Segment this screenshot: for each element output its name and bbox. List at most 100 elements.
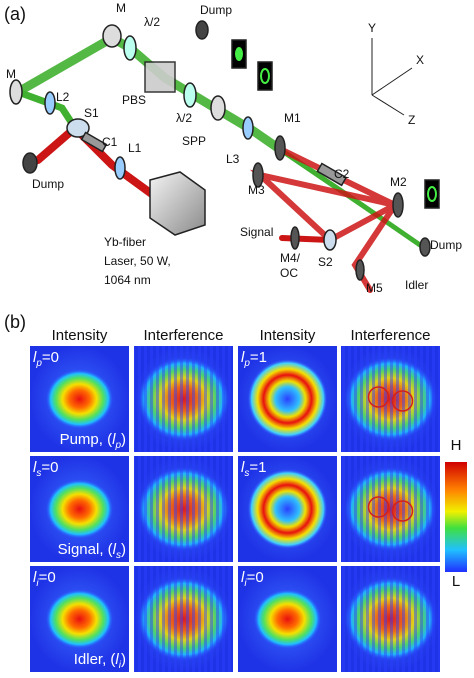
mode-label: ls=1 bbox=[241, 459, 266, 479]
dump bbox=[195, 20, 209, 40]
fringes bbox=[341, 346, 440, 452]
mode-subscript: i bbox=[36, 578, 39, 589]
pbs bbox=[144, 61, 176, 93]
column-header: Interference bbox=[350, 327, 430, 344]
laser-label: 1064 nm bbox=[104, 273, 151, 287]
beam-profile bbox=[257, 61, 273, 91]
component-label: M3 bbox=[248, 183, 265, 197]
component-label: C1 bbox=[102, 135, 118, 149]
mode-label: li=0 bbox=[33, 569, 56, 589]
mode-value: =0 bbox=[39, 569, 56, 586]
component-label: M1 bbox=[284, 111, 301, 125]
fringe-stripes bbox=[341, 456, 440, 562]
panel-b: (b) H L Intensity Interference Intensity In… bbox=[4, 312, 467, 672]
crystal bbox=[80, 131, 108, 153]
mirror bbox=[290, 226, 300, 250]
component-label: M5 bbox=[366, 281, 383, 295]
row-close: ) bbox=[121, 651, 126, 668]
fringe-stripes bbox=[341, 346, 440, 452]
component-label: L1 bbox=[128, 141, 142, 155]
mode-value: =1 bbox=[250, 349, 267, 366]
beam-image bbox=[341, 566, 440, 672]
component-label: M2 bbox=[390, 175, 407, 189]
mode-symbol: l bbox=[241, 569, 245, 586]
component-label: Dump bbox=[200, 3, 232, 17]
green-beam bbox=[275, 145, 423, 248]
component-label: SPP bbox=[182, 134, 206, 148]
dump bbox=[419, 237, 431, 257]
laser bbox=[149, 171, 206, 236]
laser-label: Laser, 50 W, bbox=[104, 254, 171, 268]
mode-symbol: l bbox=[33, 459, 37, 476]
lens bbox=[114, 156, 126, 180]
row-name: Signal, ( bbox=[58, 541, 113, 558]
component-label: Dump bbox=[32, 177, 64, 191]
beam-spot bbox=[253, 589, 322, 649]
spp bbox=[210, 95, 226, 121]
beam-image bbox=[30, 566, 129, 672]
fringes bbox=[341, 566, 440, 672]
laser-label: Yb-fiber bbox=[104, 235, 146, 249]
column-header: Interference bbox=[143, 327, 223, 344]
beam-image bbox=[238, 346, 337, 452]
mirror bbox=[66, 118, 90, 138]
component-label: C2 bbox=[334, 167, 350, 181]
mode-value: =1 bbox=[249, 459, 266, 476]
mode-label: lp=1 bbox=[241, 349, 267, 369]
beam-profile-spot bbox=[235, 47, 243, 61]
component-label: λ/2 bbox=[144, 15, 160, 29]
mirror bbox=[252, 162, 264, 188]
axis-z bbox=[371, 94, 405, 116]
column-header: Intensity bbox=[260, 327, 316, 344]
mirror bbox=[323, 229, 337, 251]
row-name: Idler, ( bbox=[74, 651, 116, 668]
mirror bbox=[355, 259, 365, 281]
lens bbox=[242, 116, 254, 140]
beam-image bbox=[341, 456, 440, 562]
mode-value: =0 bbox=[41, 459, 58, 476]
row-label: Signal, (ls) bbox=[58, 541, 126, 561]
mode-symbol: l bbox=[241, 459, 245, 476]
beam-profile-ring bbox=[260, 68, 270, 84]
vortex-marker bbox=[367, 496, 390, 518]
panel-label: (a) bbox=[4, 4, 26, 24]
panel-a: (a) bbox=[4, 1, 462, 295]
mode-subscript: i bbox=[244, 578, 247, 589]
row-symbol: l bbox=[112, 431, 116, 448]
beam-profile bbox=[424, 179, 440, 209]
mirror bbox=[392, 192, 404, 218]
component-label: Dump bbox=[430, 238, 462, 252]
beams bbox=[13, 32, 423, 293]
component-label: M4/ bbox=[280, 251, 301, 265]
mirror bbox=[274, 135, 286, 161]
beam-image bbox=[134, 346, 233, 452]
row-subscript: s bbox=[116, 550, 121, 561]
row-subscript: i bbox=[119, 660, 122, 671]
optics bbox=[9, 20, 440, 281]
beam-image bbox=[134, 566, 233, 672]
mode-subscript: p bbox=[35, 358, 42, 369]
fringe-stripes bbox=[341, 566, 440, 672]
vortex-marker bbox=[391, 500, 414, 522]
beam-spot bbox=[45, 589, 114, 649]
mode-label: lp=0 bbox=[33, 349, 59, 369]
mode-symbol: l bbox=[33, 349, 37, 366]
component-label: L3 bbox=[226, 152, 240, 166]
mode-subscript: p bbox=[243, 358, 250, 369]
coordinate-axes bbox=[371, 38, 413, 116]
mode-symbol: l bbox=[241, 349, 245, 366]
axis-label: X bbox=[416, 53, 424, 67]
mode-label: li=0 bbox=[241, 569, 264, 589]
mode-label: ls=0 bbox=[33, 459, 58, 479]
vortex-marker bbox=[391, 390, 414, 412]
row-subscript: p bbox=[114, 440, 121, 451]
row-label: Pump, (lp) bbox=[60, 431, 126, 451]
mode-subscript: s bbox=[244, 468, 249, 479]
beam-image bbox=[341, 346, 440, 452]
beam-spot bbox=[45, 479, 114, 539]
fringes bbox=[134, 566, 233, 672]
component-label: Signal bbox=[240, 225, 273, 239]
component-label: Idler bbox=[405, 278, 428, 292]
mode-value: =0 bbox=[247, 569, 264, 586]
